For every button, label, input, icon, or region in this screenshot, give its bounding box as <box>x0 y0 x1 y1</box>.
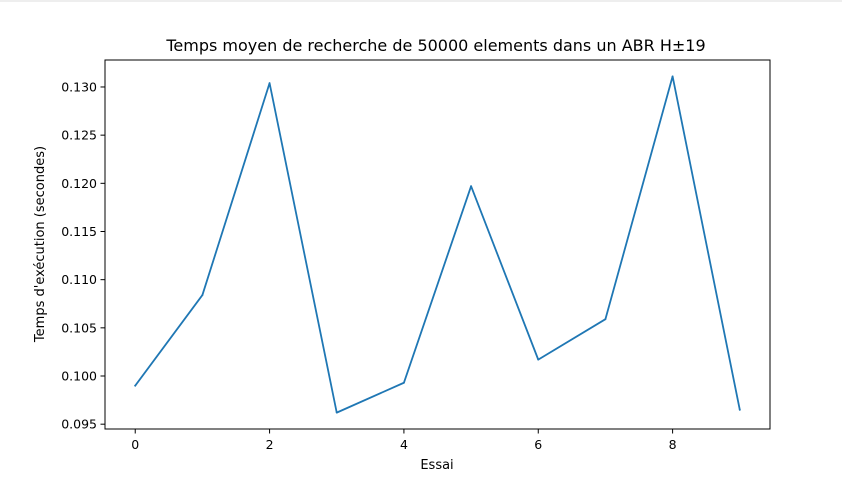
data-point <box>604 318 607 321</box>
x-axis-label: Essai <box>420 458 453 473</box>
data-point <box>201 294 204 296</box>
y-tick-label: 0.115 <box>61 224 97 239</box>
x-tick-label: 2 <box>266 437 274 452</box>
data-point <box>537 358 540 361</box>
chart-title: Temps moyen de recherche de 50000 elemen… <box>165 36 705 55</box>
data-point <box>671 75 674 78</box>
y-tick-label: 0.125 <box>61 128 97 143</box>
y-tick-label: 0.130 <box>61 79 97 94</box>
x-tick-label: 8 <box>669 437 677 452</box>
axes-frame <box>104 59 771 430</box>
data-point <box>335 411 338 414</box>
series-line <box>133 75 741 414</box>
x-axis-ticks: 0 2 4 6 8 <box>131 429 677 452</box>
series-layer <box>133 75 741 414</box>
x-tick-label: 4 <box>400 437 408 452</box>
data-point <box>403 381 405 384</box>
x-tick-label: 0 <box>131 437 139 452</box>
data-point <box>470 185 472 188</box>
x-tick-label: 6 <box>534 437 542 452</box>
figure-top-border <box>0 0 842 2</box>
y-axis-label: Temps d'exécution (secondes) <box>33 146 48 343</box>
y-tick-label: 0.095 <box>61 417 97 432</box>
y-tick-label: 0.100 <box>61 369 97 384</box>
data-point <box>268 82 271 85</box>
y-tick-label: 0.105 <box>61 320 97 335</box>
data-point <box>134 384 137 387</box>
plot-area: 0 2 4 6 8 0.095 0.100 0.105 0.110 0.115 0.120 0.12… <box>61 59 771 452</box>
y-tick-label: 0.110 <box>61 272 97 287</box>
y-axis-ticks: 0.095 0.100 0.105 0.110 0.115 0.120 0.125 0.130 <box>61 79 105 432</box>
y-tick-label: 0.120 <box>61 176 97 191</box>
data-point <box>738 408 741 411</box>
